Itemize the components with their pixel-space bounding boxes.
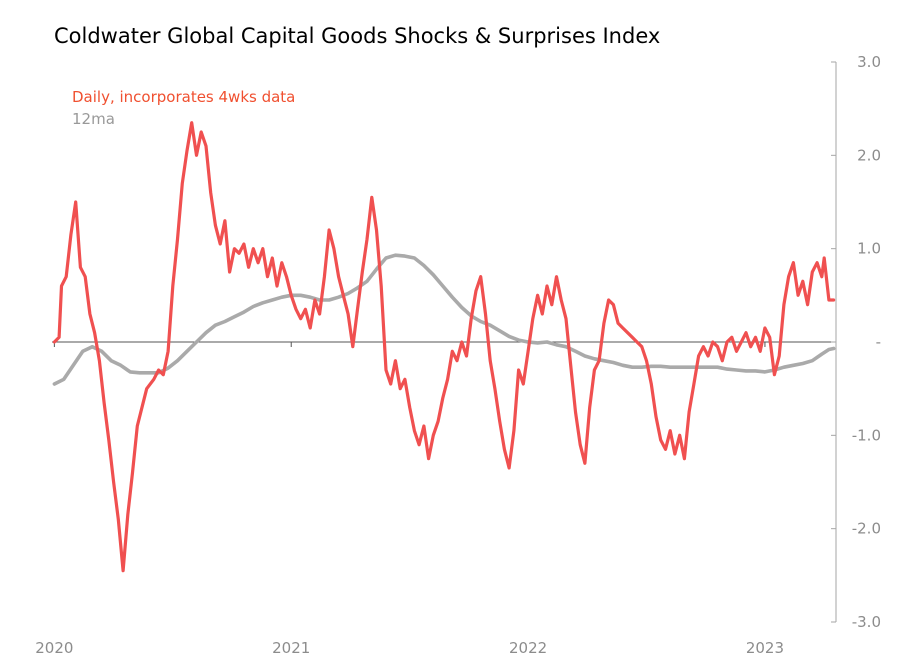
y-tick-label: 3.0 (857, 53, 881, 71)
legend-daily: Daily, incorporates 4wks data (72, 88, 295, 106)
x-tick-label: 2021 (272, 639, 310, 657)
x-tick-label: 2020 (35, 639, 73, 657)
series-line-12ma (52, 253, 836, 386)
series-line-daily (52, 121, 836, 573)
y-tick-label: 1.0 (857, 240, 881, 258)
axes: 3.0 2.0 1.0 - -1.0 -2.0 -3.0 2020 2021 2022 2023 (35, 53, 881, 657)
y-tick-label: -2.0 (852, 520, 881, 538)
series-layer (52, 121, 836, 573)
x-tick-label: 2022 (509, 639, 547, 657)
y-tick-label: 2.0 (857, 146, 881, 164)
chart-title: Coldwater Global Capital Goods Shocks & … (54, 24, 660, 48)
y-tick-label: - (876, 333, 881, 351)
x-tick-label: 2023 (746, 639, 784, 657)
legend-12ma: 12ma (72, 110, 115, 128)
y-tick-label: -3.0 (852, 613, 881, 631)
y-tick-label: -1.0 (852, 426, 881, 444)
